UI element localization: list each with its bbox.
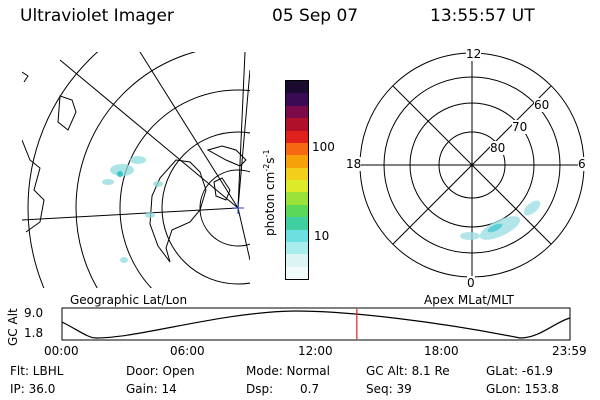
coastline-africa <box>22 139 45 233</box>
meridian <box>59 59 239 209</box>
mlt-label-18: 18 <box>346 157 362 171</box>
instrument-title: Ultraviolet Imager <box>20 6 174 26</box>
colorbar-segment <box>286 93 308 106</box>
colorbar-segment <box>286 217 308 230</box>
time-tick-0600: 06:00 <box>170 344 205 358</box>
observation-date: 05 Sep 07 <box>272 6 359 26</box>
time-tick-1800: 18:00 <box>424 344 459 358</box>
mode-info: Mode: Normal <box>246 364 330 378</box>
mlat-label-70: 70 <box>512 120 528 134</box>
lat-ring <box>161 131 250 285</box>
altitude-tick-high: 9.0 <box>24 306 44 320</box>
colorbar-tick-10: 10 <box>314 229 330 243</box>
mlt-label-12: 12 <box>466 47 482 61</box>
colorbar-segment <box>286 192 308 205</box>
mlat-label-80: 80 <box>490 141 506 155</box>
colorbar-segment <box>286 118 308 131</box>
ip-info: IP: 36.0 <box>10 382 56 396</box>
lat-ring <box>27 52 99 288</box>
geographic-grid-label: Geographic Lat/Lon <box>70 293 188 307</box>
colorbar <box>285 80 309 280</box>
altitude-tick-low: 1.8 <box>24 326 44 340</box>
glon-info: GLon: 153.8 <box>486 382 559 396</box>
colorbar-segment <box>286 155 308 168</box>
colorbar-segment <box>286 241 308 255</box>
dsp-label: Dsp: <box>246 382 274 396</box>
coastline-island <box>22 71 29 83</box>
lat-ring <box>199 169 250 247</box>
colorbar-segment <box>286 229 308 242</box>
coastline-madagascar <box>57 95 77 131</box>
coastline-nz <box>213 177 231 201</box>
altitude-plot-frame <box>61 307 571 341</box>
time-tick-1200: 12:00 <box>298 344 333 358</box>
mlt-label-0: 0 <box>467 276 475 290</box>
filter-info: Flt: LBHL <box>10 364 64 378</box>
dsp-value: 0.7 <box>300 382 320 396</box>
colorbar-segment <box>286 81 308 94</box>
time-tick-0000: 00:00 <box>44 344 79 358</box>
gc-alt-info: GC Alt: 8.1 Re <box>366 364 450 378</box>
colorbar-segment <box>286 130 308 143</box>
mlt-label-6: 6 <box>578 157 586 171</box>
colorbar-segment <box>286 180 308 193</box>
colorbar-segment <box>286 167 308 180</box>
colorbar-segment <box>286 266 308 279</box>
aurora-emission <box>102 156 163 263</box>
door-info: Door: Open <box>126 364 195 378</box>
colorbar-segment <box>286 142 308 156</box>
colorbar-segment <box>286 204 308 218</box>
coastline-new-guinea <box>206 145 247 167</box>
seq-info: Seq: 39 <box>366 382 412 396</box>
meridian <box>237 52 246 209</box>
lat-ring <box>119 89 250 288</box>
time-tick-2359: 23:59 <box>552 344 587 358</box>
meridian <box>139 52 239 209</box>
mlat-label-60: 60 <box>534 98 550 112</box>
lat-ring <box>75 52 197 288</box>
meridian <box>237 69 250 209</box>
mlt-diagonal <box>392 85 552 245</box>
gain-info: Gain: 14 <box>126 382 177 396</box>
meridian <box>237 207 250 261</box>
colorbar-tick-100: 100 <box>312 140 335 154</box>
magnetic-grid-label: Apex MLat/MLT <box>424 293 514 307</box>
meridian <box>22 207 239 221</box>
colorbar-segment <box>286 105 308 119</box>
altitude-curve <box>61 310 571 339</box>
colorbar-segment <box>286 254 308 267</box>
observation-time: 13:55:57 UT <box>430 6 535 26</box>
coastline-australia <box>149 159 207 263</box>
glat-info: GLat: -61.9 <box>486 364 553 378</box>
